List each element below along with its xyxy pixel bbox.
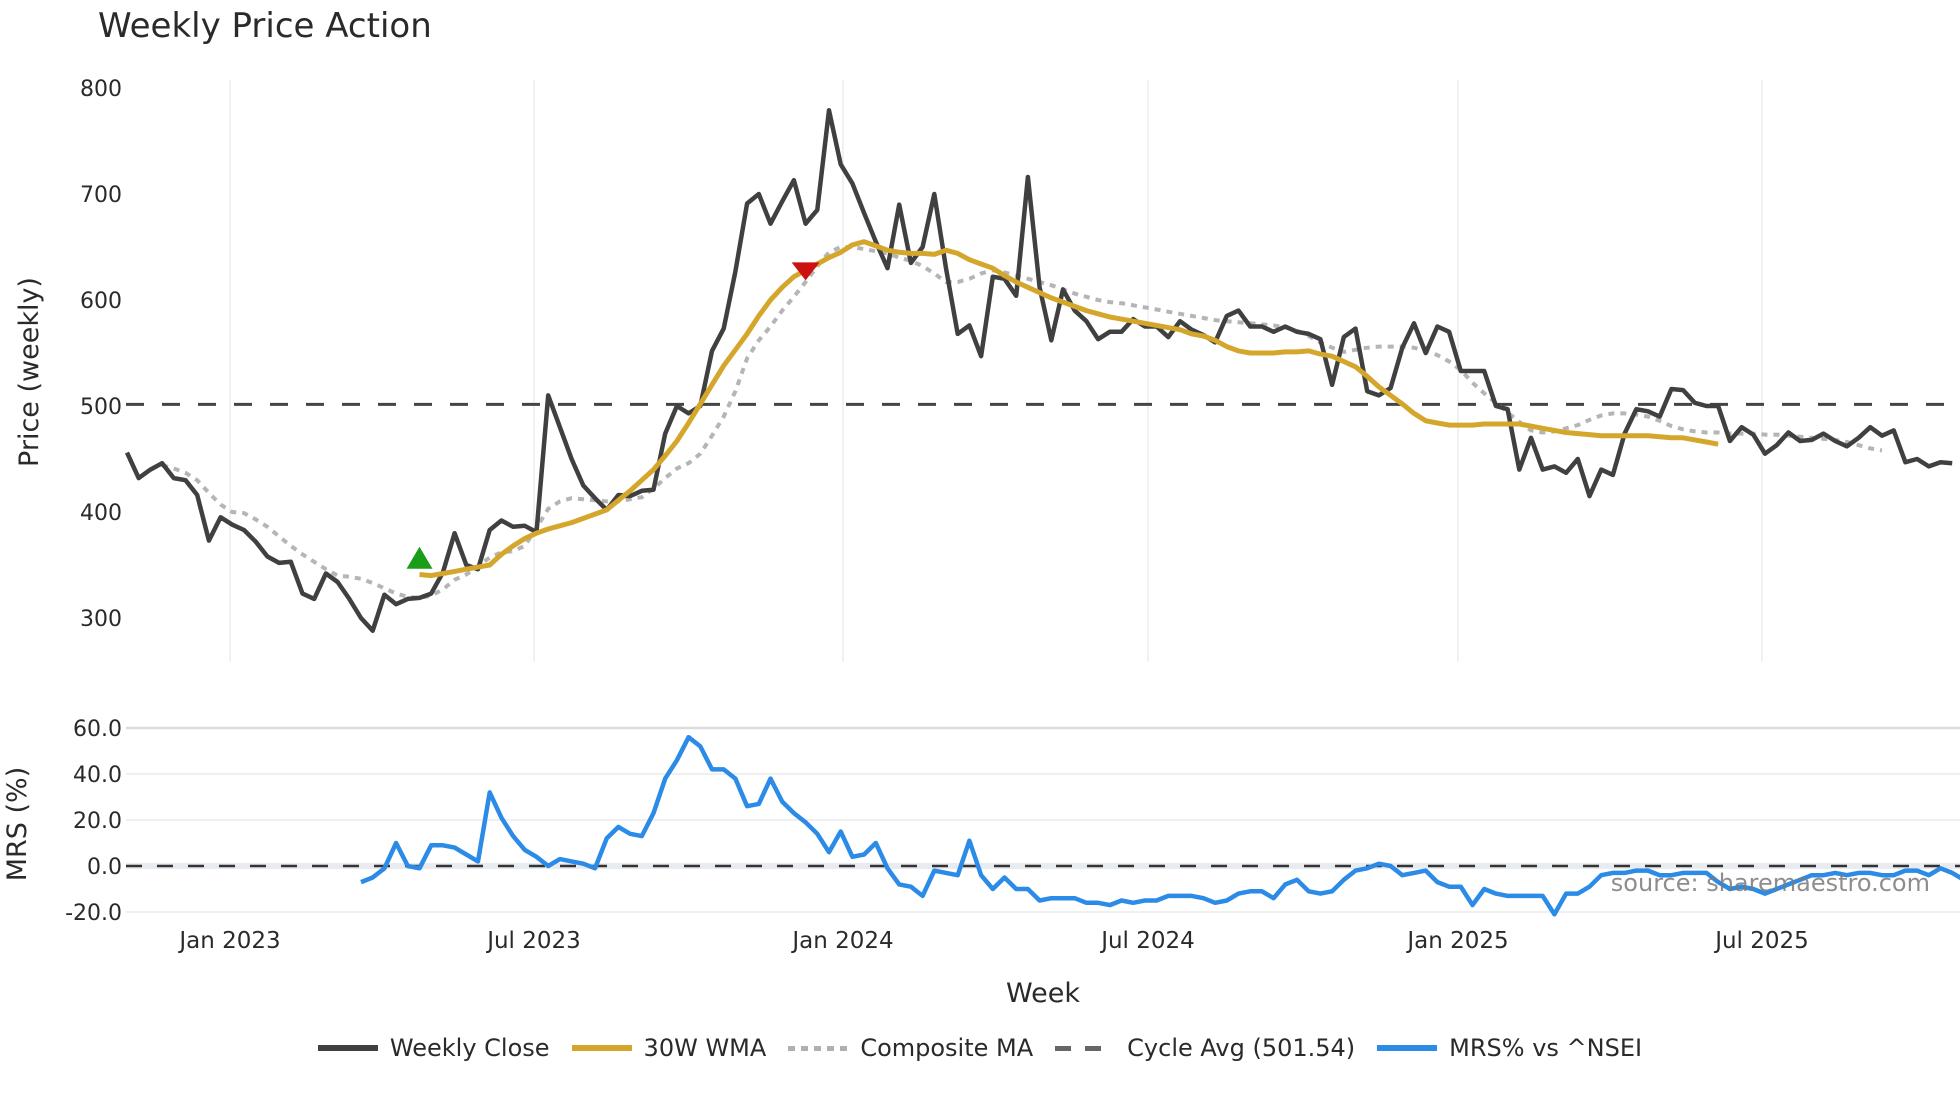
legend-label: Cycle Avg (501.54) [1127,1034,1356,1062]
svg-text:800: 800 [80,77,122,102]
line-swatch-icon [1377,1045,1438,1051]
legend-item-mrs[interactable]: MRS% vs ^NSEI [1377,1034,1642,1062]
svg-text:0.0: 0.0 [87,855,122,880]
svg-text:Jan 2023: Jan 2023 [177,928,280,954]
x-ticks: Jan 2023 Jul 2023 Jan 2024 Jul 2024 Jan 2025… [177,928,1808,954]
price-y-ticks: 300 400 500 600 700 800 [80,77,122,632]
svg-text:500: 500 [80,395,122,420]
chart-title: Weekly Price Action [98,6,432,46]
svg-text:20.0: 20.0 [73,809,122,834]
line-swatch-icon [571,1045,632,1051]
x-axis-title: Week [1006,978,1080,1009]
legend: Weekly Close 30W WMA Composite MA Cycle … [0,1034,1960,1062]
svg-text:Jan 2024: Jan 2024 [790,928,893,954]
series-layer [124,108,1960,917]
svg-text:Jul 2024: Jul 2024 [1099,928,1195,954]
legend-label: Weekly Close [389,1034,550,1062]
legend-item-composite-ma[interactable]: Composite MA [788,1034,1033,1062]
gridlines [126,80,1960,913]
legend-item-weekly-close[interactable]: Weekly Close [317,1034,550,1062]
legend-label: MRS% vs ^NSEI [1449,1034,1643,1062]
legend-label: 30W WMA [643,1034,767,1062]
svg-text:Jul 2025: Jul 2025 [1713,928,1809,954]
line-swatch-icon [317,1045,378,1051]
source-watermark: source: sharemaestro.com [1611,869,1930,897]
legend-label: Composite MA [860,1034,1034,1062]
svg-text:400: 400 [80,501,122,526]
svg-text:600: 600 [80,289,122,314]
dotted-line-swatch-icon [788,1045,849,1051]
svg-text:40.0: 40.0 [73,763,122,788]
svg-text:300: 300 [80,607,122,632]
svg-text:Jul 2023: Jul 2023 [485,928,581,954]
svg-text:-20.0: -20.0 [65,901,122,926]
mrs-y-ticks: -20.0 0.0 20.0 40.0 60.0 [65,717,122,926]
svg-text:Jan 2025: Jan 2025 [1405,928,1508,954]
svg-text:60.0: 60.0 [73,717,122,742]
dashed-line-swatch-icon [1055,1045,1116,1051]
mrs-y-axis-title: MRS (%) [2,767,33,882]
svg-text:700: 700 [80,183,122,208]
legend-item-30w-wma[interactable]: 30W WMA [571,1034,767,1062]
legend-item-cycle-avg[interactable]: Cycle Avg (501.54) [1055,1034,1355,1062]
price-y-axis-title: Price (weekly) [14,277,45,467]
